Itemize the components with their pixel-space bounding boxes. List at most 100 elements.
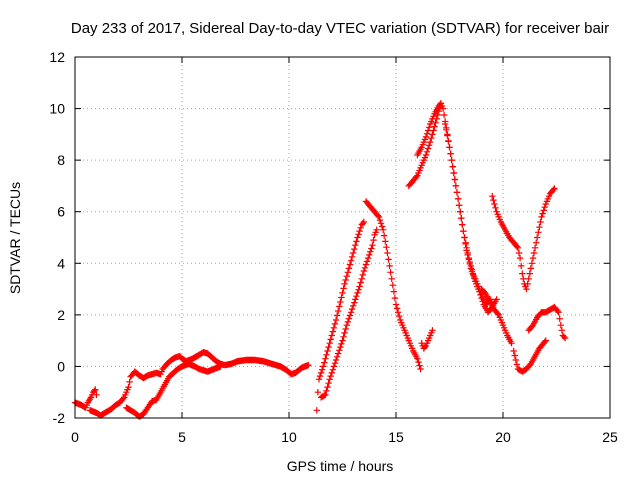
data-point [358, 275, 365, 282]
data-point [386, 262, 393, 270]
data-point [385, 256, 392, 263]
data-point [326, 340, 333, 347]
data-points [71, 100, 569, 420]
data-point [348, 305, 356, 313]
data-point [447, 150, 454, 157]
data-point [448, 156, 455, 164]
data-point [347, 257, 355, 264]
data-point [468, 268, 476, 275]
data-point [455, 202, 463, 209]
data-point [356, 283, 363, 290]
data-point [454, 195, 462, 202]
data-point [323, 351, 330, 358]
data-point [342, 325, 349, 333]
data-point [531, 244, 539, 251]
data-point [323, 387, 330, 395]
data-point [492, 204, 499, 211]
data-point [528, 260, 536, 267]
data-point [555, 309, 562, 316]
data-point [355, 286, 362, 293]
data-point [375, 213, 383, 221]
y-tick-label: -2 [53, 410, 66, 426]
data-point [428, 135, 435, 142]
data-point [394, 309, 402, 316]
data-point [362, 261, 370, 268]
data-point [125, 383, 132, 391]
data-point [529, 254, 537, 262]
data-point [446, 144, 453, 151]
data-point [530, 249, 538, 257]
data-point [344, 269, 352, 276]
data-point [537, 218, 544, 226]
axis-ticks: 0 5 10 15 20 25 -2 0 2 4 6 8 10 12 [49, 49, 618, 445]
data-point [350, 249, 357, 257]
data-point [354, 289, 361, 297]
data-point [322, 391, 329, 398]
data-point [92, 386, 99, 393]
x-tick-label: 15 [388, 429, 404, 445]
data-point [346, 261, 354, 268]
data-point [508, 340, 515, 347]
data-point [337, 343, 344, 351]
data-point [426, 142, 433, 149]
data-point [551, 185, 558, 192]
data-point [550, 186, 557, 193]
data-point [460, 227, 467, 235]
data-point [352, 242, 359, 249]
data-point [351, 299, 358, 306]
data-point [389, 282, 396, 289]
data-point [481, 289, 488, 297]
data-point [534, 234, 541, 241]
data-point [369, 242, 376, 249]
data-point [541, 204, 548, 211]
x-axis-label: GPS time / hours [287, 458, 394, 474]
data-point [336, 303, 343, 310]
data-point [479, 298, 486, 305]
data-point [432, 119, 439, 126]
data-point [423, 148, 431, 155]
data-point [383, 244, 390, 251]
data-point [348, 253, 356, 260]
data-point [353, 238, 360, 245]
data-point [491, 200, 498, 208]
data-point [360, 267, 368, 275]
data-point [422, 151, 430, 159]
data-point [321, 359, 328, 366]
data-point [554, 307, 561, 315]
data-point [445, 138, 452, 145]
data-point [339, 337, 346, 344]
data-point [478, 294, 485, 302]
data-point [431, 123, 438, 130]
plot-frame [74, 56, 611, 419]
y-tick-label: 12 [49, 49, 65, 65]
data-point [322, 355, 329, 362]
data-point [316, 372, 324, 380]
data-point [335, 350, 342, 357]
data-point [540, 207, 547, 214]
data-point [427, 138, 434, 146]
data-point [359, 271, 366, 279]
data-point [524, 280, 531, 288]
data-point [516, 254, 524, 262]
data-point [356, 227, 363, 235]
data-point [320, 363, 327, 370]
data-point [330, 324, 338, 331]
data-point [355, 231, 362, 238]
data-point [437, 100, 445, 107]
data-point [520, 275, 527, 282]
data-point [528, 323, 536, 330]
data-point [353, 293, 360, 300]
data-point [421, 343, 429, 351]
y-tick-label: 6 [57, 204, 65, 220]
data-point [346, 312, 354, 319]
data-point [382, 238, 389, 245]
data-point [325, 380, 332, 387]
data-point [359, 220, 366, 227]
data-point [328, 369, 335, 377]
data-point [360, 218, 368, 226]
data-point [514, 244, 522, 251]
data-point [467, 265, 475, 272]
y-tick-label: 8 [57, 152, 65, 168]
data-point [461, 234, 468, 241]
